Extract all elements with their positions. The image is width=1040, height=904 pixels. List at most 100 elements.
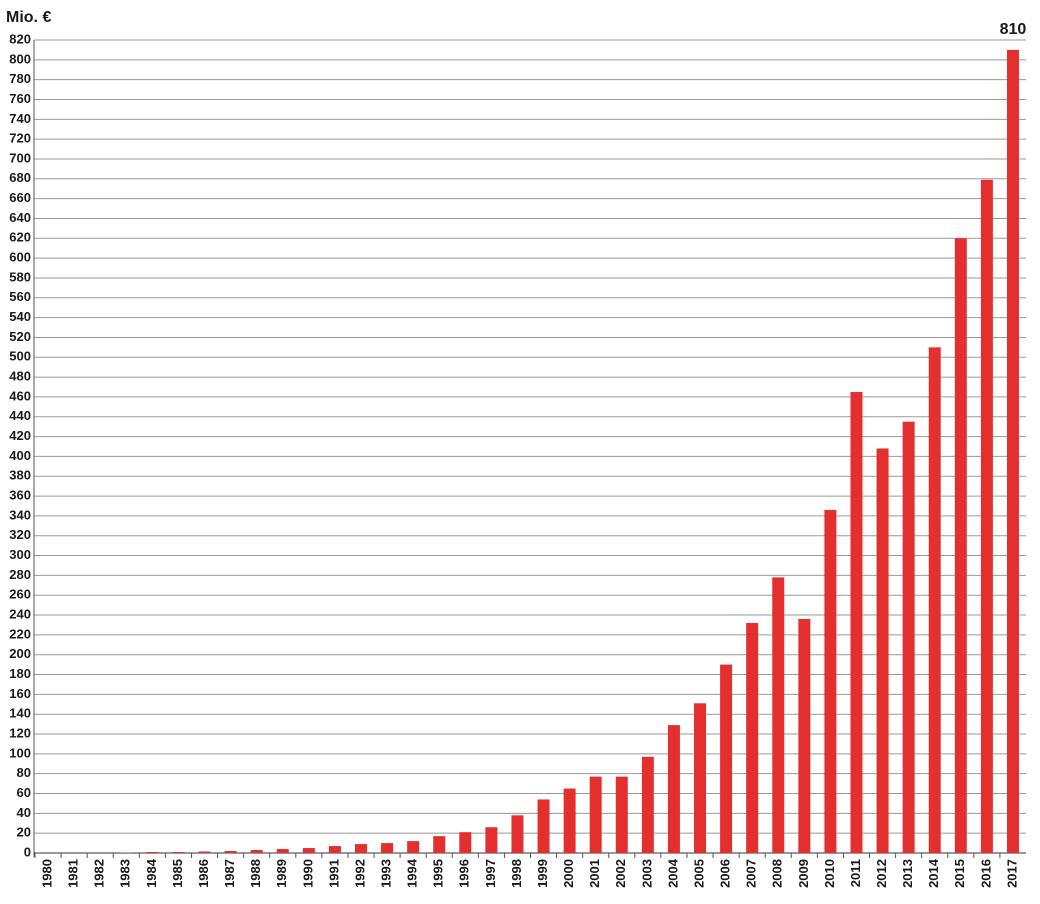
y-tick-label: 660 bbox=[9, 190, 31, 205]
bar bbox=[381, 843, 394, 853]
y-tick-label: 600 bbox=[9, 250, 31, 265]
y-tick-label: 540 bbox=[9, 309, 31, 324]
y-tick-label: 0 bbox=[24, 844, 31, 859]
y-tick-label: 80 bbox=[17, 765, 31, 780]
y-tick-label: 340 bbox=[9, 507, 31, 522]
y-tick-label: 640 bbox=[9, 210, 31, 225]
x-tick-label: 1997 bbox=[483, 859, 498, 888]
x-tick-label: 2007 bbox=[744, 859, 759, 888]
x-tick-label: 2004 bbox=[665, 858, 680, 888]
bar bbox=[667, 725, 680, 853]
x-tick-label: 1991 bbox=[326, 859, 341, 888]
x-tick-label: 1994 bbox=[405, 858, 420, 888]
x-tick-label: 1993 bbox=[379, 859, 394, 888]
x-tick-label: 2014 bbox=[926, 858, 941, 888]
x-tick-label: 1990 bbox=[300, 859, 315, 888]
bar bbox=[485, 827, 498, 853]
y-tick-label: 240 bbox=[9, 606, 31, 621]
y-tick-label: 760 bbox=[9, 91, 31, 106]
y-tick-label: 300 bbox=[9, 547, 31, 562]
x-tick-label: 2016 bbox=[978, 859, 993, 888]
bar bbox=[720, 664, 733, 853]
bar bbox=[641, 756, 654, 853]
x-tick-label: 1982 bbox=[92, 859, 107, 888]
x-tick-label: 2005 bbox=[691, 859, 706, 888]
x-tick-label: 1986 bbox=[196, 859, 211, 888]
x-tick-label: 2003 bbox=[639, 859, 654, 888]
bar bbox=[407, 841, 420, 853]
value-label: 810 bbox=[1000, 21, 1027, 38]
bar bbox=[824, 509, 837, 853]
x-tick-label: 2009 bbox=[796, 859, 811, 888]
x-tick-label: 1998 bbox=[509, 859, 524, 888]
y-axis-label: Mio. € bbox=[6, 9, 51, 26]
x-tick-label: 2011 bbox=[848, 859, 863, 887]
y-tick-label: 420 bbox=[9, 428, 31, 443]
bar bbox=[615, 776, 628, 853]
bar bbox=[511, 815, 524, 853]
y-tick-label: 200 bbox=[9, 646, 31, 661]
bar bbox=[250, 850, 263, 853]
y-tick-label: 480 bbox=[9, 369, 31, 384]
bar bbox=[459, 832, 472, 853]
bar bbox=[354, 844, 367, 853]
x-tick-label: 1985 bbox=[170, 859, 185, 888]
x-tick-label: 1980 bbox=[39, 859, 54, 888]
bar bbox=[433, 836, 446, 853]
x-tick-label: 2000 bbox=[561, 859, 576, 888]
y-tick-label: 680 bbox=[9, 170, 31, 185]
y-tick-label: 820 bbox=[9, 31, 31, 46]
y-tick-label: 360 bbox=[9, 488, 31, 503]
bar bbox=[1006, 49, 1019, 854]
x-tick-label: 2002 bbox=[613, 859, 628, 888]
x-tick-label: 2012 bbox=[874, 859, 889, 888]
bar bbox=[198, 851, 211, 853]
y-tick-label: 700 bbox=[9, 150, 31, 165]
x-tick-label: 1999 bbox=[535, 859, 550, 888]
bar bbox=[694, 703, 707, 853]
bar bbox=[954, 238, 967, 854]
y-tick-label: 160 bbox=[9, 686, 31, 701]
bar bbox=[224, 851, 237, 853]
x-tick-label: 2008 bbox=[770, 859, 785, 888]
y-tick-label: 320 bbox=[9, 527, 31, 542]
x-tick-label: 1995 bbox=[431, 859, 446, 888]
x-tick-label: 1981 bbox=[66, 859, 81, 888]
bar bbox=[798, 619, 811, 853]
x-tick-label: 1989 bbox=[274, 859, 289, 888]
y-tick-label: 20 bbox=[17, 825, 31, 840]
bar bbox=[746, 622, 759, 853]
bar bbox=[850, 391, 863, 853]
y-tick-label: 100 bbox=[9, 745, 31, 760]
y-tick-label: 780 bbox=[9, 71, 31, 86]
y-tick-label: 580 bbox=[9, 269, 31, 284]
y-tick-label: 40 bbox=[17, 805, 31, 820]
y-tick-label: 400 bbox=[9, 448, 31, 463]
x-tick-label: 2010 bbox=[822, 859, 837, 888]
y-tick-label: 800 bbox=[9, 51, 31, 66]
bar bbox=[563, 788, 576, 853]
y-tick-label: 380 bbox=[9, 468, 31, 483]
y-tick-label: 720 bbox=[9, 131, 31, 146]
y-tick-label: 740 bbox=[9, 111, 31, 126]
bar bbox=[302, 848, 315, 853]
x-tick-label: 2013 bbox=[900, 859, 915, 888]
bar bbox=[876, 448, 889, 853]
x-tick-label: 2017 bbox=[1004, 859, 1019, 888]
x-tick-label: 2001 bbox=[587, 859, 602, 888]
y-tick-label: 220 bbox=[9, 626, 31, 641]
x-tick-label: 1984 bbox=[144, 858, 159, 888]
x-tick-label: 1987 bbox=[222, 859, 237, 888]
y-tick-label: 120 bbox=[9, 725, 31, 740]
bar bbox=[537, 799, 550, 853]
bar bbox=[980, 179, 993, 854]
y-tick-label: 620 bbox=[9, 230, 31, 245]
x-tick-label: 2006 bbox=[718, 859, 733, 888]
x-tick-label: 1988 bbox=[248, 859, 263, 888]
bar bbox=[328, 846, 341, 853]
y-tick-label: 460 bbox=[9, 388, 31, 403]
bar bbox=[928, 347, 941, 853]
bar bbox=[589, 776, 602, 853]
y-tick-label: 500 bbox=[9, 349, 31, 364]
y-tick-label: 280 bbox=[9, 567, 31, 582]
